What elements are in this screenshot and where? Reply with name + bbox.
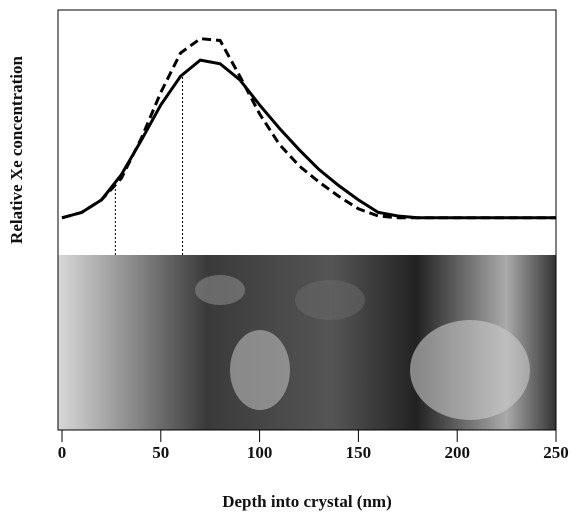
x-tick-label: 250 xyxy=(543,443,569,462)
y-axis-label: Relative Xe concentration xyxy=(7,56,26,244)
x-tick-label: 150 xyxy=(346,443,372,462)
x-tick-label: 50 xyxy=(152,443,169,462)
x-axis-label: Depth into crystal (nm) xyxy=(222,492,392,511)
x-tick-label: 0 xyxy=(58,443,67,462)
micrograph xyxy=(58,255,556,430)
plot-frame xyxy=(57,9,557,431)
series-line xyxy=(61,58,556,220)
x-tick-label: 100 xyxy=(247,443,273,462)
x-tick-label: 200 xyxy=(444,443,470,462)
series-line xyxy=(61,37,556,220)
